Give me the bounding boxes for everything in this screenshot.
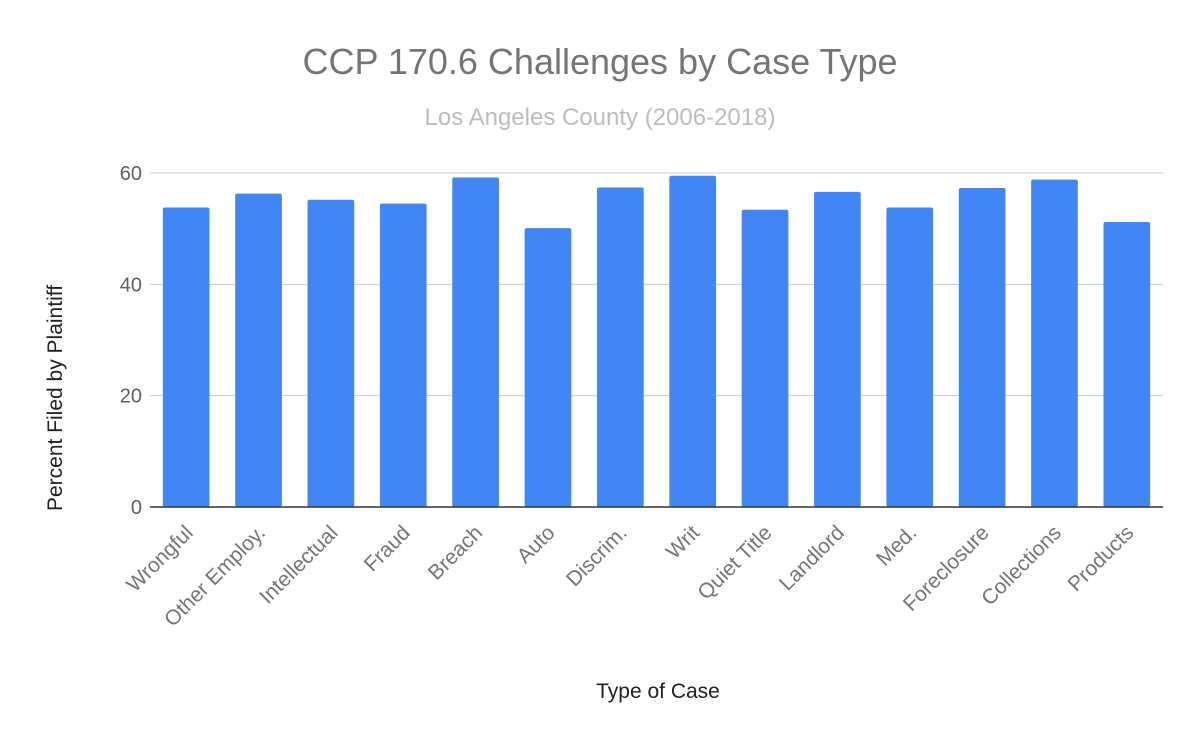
x-category-label: Wrongful [122,521,197,596]
x-category-label: Med. [872,521,921,570]
y-axis-title: Percent Filed by Plaintiff [44,285,67,511]
bar-landlord [814,191,861,507]
x-category-label: Products [1063,521,1138,596]
chart-subtitle: Los Angeles County (2006-2018) [425,104,776,131]
bar-wrongful [162,207,210,507]
bar-products [1103,221,1151,507]
x-category-label: Auto [513,521,560,568]
x-category-label: Discrim. [562,521,632,591]
bar-foreclosure [958,188,1006,507]
bar-fraud [379,203,427,507]
chart-title: CCP 170.6 Challenges by Case Type [302,41,897,82]
x-category-label: Writ [662,521,704,563]
bar-intellectual [307,199,355,507]
x-category-label: Intellectual [255,521,342,608]
gridlines [150,172,1163,397]
bar-med [886,207,934,507]
bar-quiet-title [741,209,789,508]
x-axis-title: Type of Case [596,680,720,703]
bar-collections [1031,179,1078,507]
bar-breach [452,177,499,507]
bar-auto [524,228,572,508]
y-tick-label: 20 [120,386,142,408]
bar-writ [669,175,717,508]
y-tick-label: 60 [120,163,142,185]
x-category-label: Landlord [775,521,849,595]
bar-other-employ [235,193,282,507]
x-category-label: Quiet Title [693,521,776,604]
x-category-label: Breach [424,521,487,584]
y-axis-ticks: 0 20 40 60 [120,163,142,519]
x-category-label: Fraud [360,521,415,576]
y-tick-label: 40 [120,274,142,296]
bars [162,175,1151,508]
bar-discrim [596,187,644,507]
y-tick-label: 0 [131,497,142,519]
